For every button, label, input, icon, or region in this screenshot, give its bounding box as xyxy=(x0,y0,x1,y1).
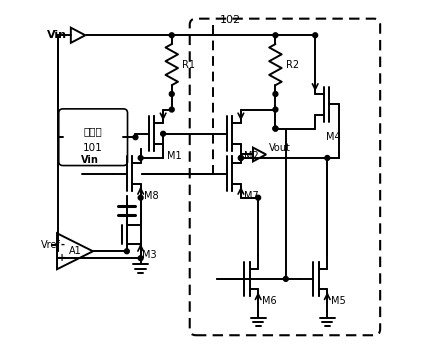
Text: R1: R1 xyxy=(182,60,195,70)
Text: M6: M6 xyxy=(261,296,276,306)
Circle shape xyxy=(273,126,278,131)
Text: 102: 102 xyxy=(220,15,241,25)
Circle shape xyxy=(133,135,138,139)
Circle shape xyxy=(273,33,278,38)
Circle shape xyxy=(283,277,288,281)
Text: M7: M7 xyxy=(244,191,259,201)
Text: M5: M5 xyxy=(331,296,346,306)
Circle shape xyxy=(273,92,278,96)
Circle shape xyxy=(138,256,143,261)
Text: M8: M8 xyxy=(144,191,159,201)
Circle shape xyxy=(325,155,330,160)
Circle shape xyxy=(138,155,143,160)
Text: M3: M3 xyxy=(143,249,157,260)
Circle shape xyxy=(273,126,278,131)
Text: +: + xyxy=(58,253,66,263)
Circle shape xyxy=(169,33,174,38)
Circle shape xyxy=(124,249,129,254)
Text: Vref: Vref xyxy=(41,240,60,250)
Circle shape xyxy=(239,155,243,160)
Text: Vin: Vin xyxy=(81,155,99,165)
Text: A1: A1 xyxy=(69,246,81,256)
Text: R2: R2 xyxy=(286,60,299,70)
Circle shape xyxy=(239,155,243,160)
Circle shape xyxy=(256,195,261,200)
Text: Vout: Vout xyxy=(269,143,291,153)
Circle shape xyxy=(169,107,174,112)
FancyBboxPatch shape xyxy=(59,109,127,166)
Circle shape xyxy=(273,107,278,112)
Text: 电荷泵: 电荷泵 xyxy=(84,126,102,136)
Circle shape xyxy=(313,33,318,38)
Circle shape xyxy=(161,131,165,136)
Text: M2: M2 xyxy=(244,151,259,161)
Text: M4: M4 xyxy=(326,132,340,142)
Text: -: - xyxy=(60,239,64,249)
Text: Vin: Vin xyxy=(47,30,67,40)
Text: 101: 101 xyxy=(83,143,103,153)
Circle shape xyxy=(169,92,174,96)
Circle shape xyxy=(138,195,143,200)
Text: M1: M1 xyxy=(167,151,181,161)
